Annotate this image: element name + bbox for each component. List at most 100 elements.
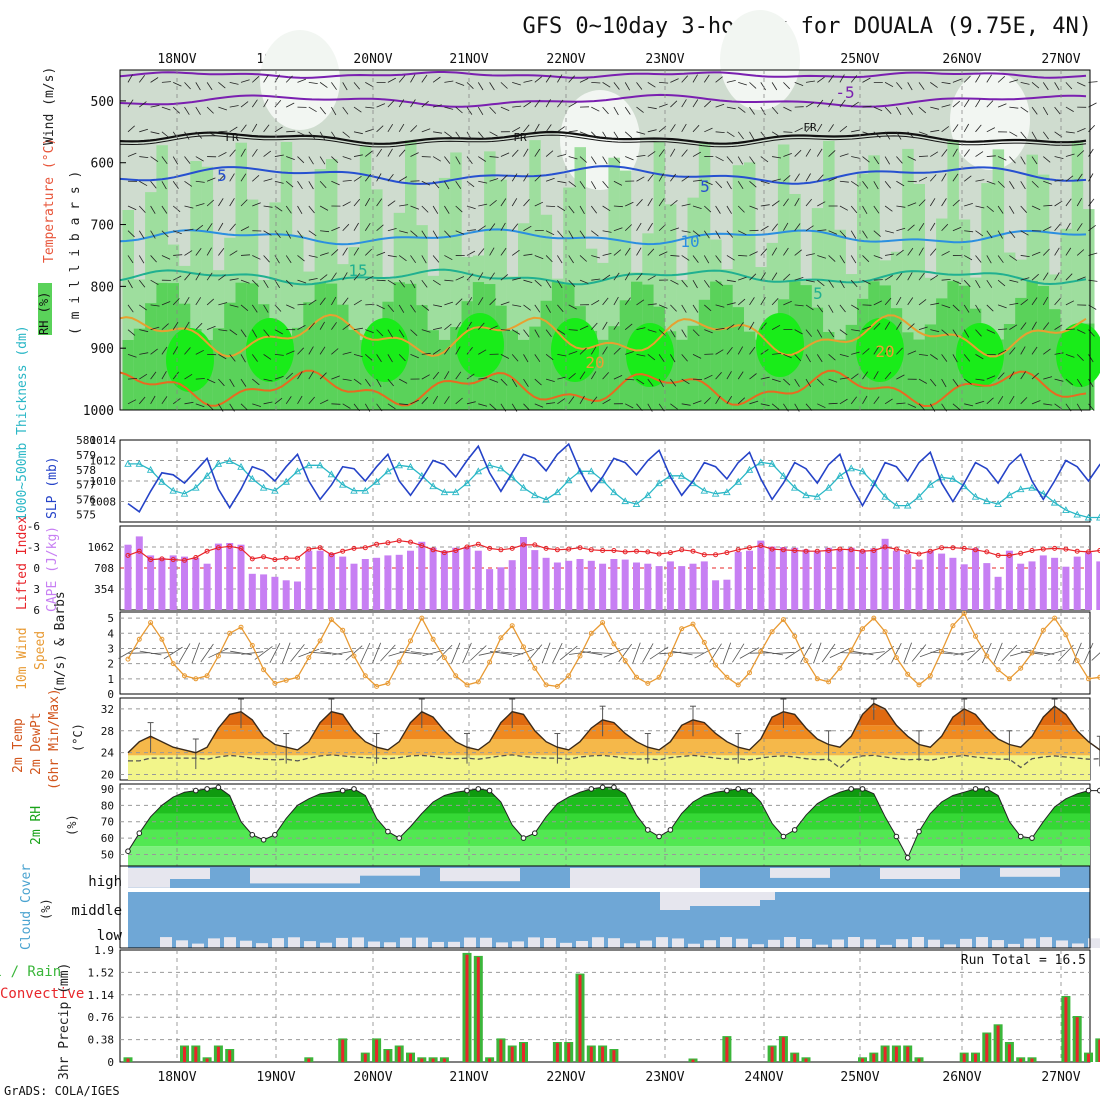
wind-barb — [421, 329, 431, 333]
wind-barb — [930, 329, 940, 333]
wind-barb — [1031, 297, 1038, 306]
precip-conv-bar — [476, 957, 480, 1062]
cape-bar — [972, 548, 979, 610]
wind-barb — [161, 156, 168, 165]
wind-barb — [681, 203, 691, 207]
thickness-point — [508, 473, 516, 481]
rh-moist-column — [1060, 228, 1072, 410]
wind-barb — [963, 304, 970, 313]
wind-barb — [263, 178, 273, 182]
wind-barb — [625, 378, 635, 381]
wind-barb — [308, 278, 318, 281]
lifted-index-point — [984, 549, 990, 555]
lifted-index-point — [611, 548, 617, 553]
wind-speed-point — [713, 662, 719, 668]
cloud-low-gap — [928, 939, 940, 948]
wind-barb — [150, 205, 156, 214]
lifted-index-point — [622, 549, 628, 555]
precip-conv-bar — [872, 1053, 876, 1062]
wind-barb — [523, 225, 532, 232]
wind-barb — [850, 396, 858, 405]
wind-barb — [805, 148, 812, 157]
wind-barb — [127, 74, 133, 83]
wind-barb — [455, 321, 462, 330]
date-label-bottom: 27NOV — [1041, 1070, 1080, 1085]
wind-barb — [794, 304, 804, 307]
wind-barb — [896, 180, 905, 187]
wind-barb — [150, 77, 159, 83]
cape-bar — [147, 555, 155, 610]
wind-barb — [896, 402, 906, 405]
wind-barb — [218, 329, 228, 332]
wind-speed-point — [283, 677, 289, 683]
wind-barb — [150, 105, 160, 108]
wind-barb — [218, 152, 227, 157]
wind-barb — [387, 123, 394, 133]
rh-point — [260, 837, 267, 843]
wind-barb — [647, 354, 656, 361]
precip-conv-bar — [601, 1046, 605, 1062]
wind-barb — [1077, 276, 1086, 281]
cape-bar — [463, 547, 471, 610]
wind-barb — [975, 354, 984, 360]
wind-barb — [941, 378, 947, 388]
rh-point — [645, 827, 651, 833]
lifted-index-tick-label: 0 — [33, 562, 40, 575]
rh-moist-column — [540, 300, 553, 410]
wind-barb — [986, 230, 993, 239]
wind-barb — [896, 321, 902, 330]
contour-label: FR — [803, 121, 817, 134]
wind-barb — [647, 329, 657, 333]
wind-barb — [534, 304, 541, 313]
surface-wind-barb — [851, 650, 874, 656]
wind-barb — [523, 80, 533, 83]
slp-tick-label: 1008 — [90, 496, 117, 509]
wind-barb — [512, 105, 522, 108]
precip-conv-bar — [307, 1058, 311, 1062]
wind-barb — [297, 230, 304, 239]
wind-barb — [523, 101, 532, 108]
wind-barb — [624, 224, 632, 232]
wind-barb — [624, 82, 631, 91]
rh-point — [588, 786, 595, 792]
wind-barb — [975, 74, 981, 83]
wind-barb — [1031, 106, 1038, 115]
wind-barb — [1054, 179, 1064, 182]
wind-barb — [455, 230, 465, 235]
cloud-units-label: (%) — [39, 898, 53, 920]
wind-barb — [161, 255, 171, 260]
rh-moist-column — [292, 235, 304, 410]
wind-barb — [986, 100, 994, 108]
wind-barb — [862, 230, 868, 239]
lifted-index-point — [509, 545, 515, 551]
rh-saturated-blob — [956, 323, 1004, 387]
thickness-point — [225, 456, 234, 464]
wind-barb — [591, 255, 601, 259]
surface-wind-barb — [772, 651, 795, 655]
surface-wind-barb — [891, 643, 902, 663]
thickness-point — [655, 479, 663, 487]
wind-barb — [602, 181, 609, 189]
wind-barb — [715, 327, 725, 331]
wind-barb — [1031, 156, 1038, 165]
lifted-index-point — [170, 557, 176, 563]
cloud-low-gap — [192, 943, 204, 948]
wind-barb — [884, 205, 893, 212]
wind-barb — [749, 273, 757, 281]
wind-barb — [365, 106, 375, 109]
wind-barb — [466, 205, 476, 210]
wind-barb — [308, 205, 315, 214]
thickness-point — [915, 492, 923, 500]
wind-barb — [545, 378, 555, 382]
wind-barb — [760, 296, 766, 306]
wind-barb — [251, 304, 258, 313]
cape-bar — [859, 550, 866, 610]
precip-conv-bar — [1098, 1039, 1100, 1062]
cape-bar — [904, 554, 912, 610]
wind-barb — [794, 198, 800, 207]
wind-barb — [930, 129, 940, 133]
wind-barb — [816, 354, 823, 363]
wind-barb — [546, 402, 556, 405]
wind-tick-label: 0 — [107, 688, 114, 701]
